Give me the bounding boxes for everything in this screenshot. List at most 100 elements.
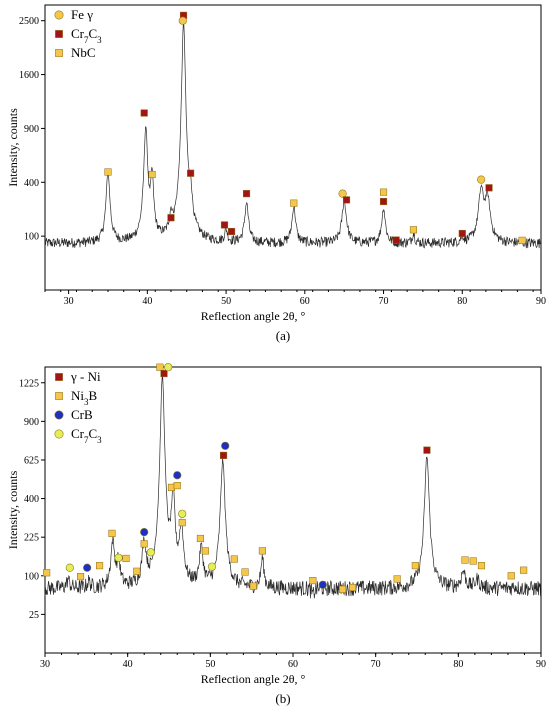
x-tick-label: 50 bbox=[221, 296, 231, 307]
phase-marker bbox=[409, 226, 418, 234]
phase-marker bbox=[485, 184, 493, 192]
x-tick-label: 70 bbox=[371, 659, 381, 670]
x-tick-label: 70 bbox=[379, 296, 389, 307]
y-axis-label: Intensity, counts bbox=[6, 470, 20, 549]
phase-marker bbox=[146, 548, 155, 557]
phase-marker bbox=[477, 175, 486, 184]
phase-marker bbox=[187, 169, 195, 177]
x-tick-label: 90 bbox=[536, 296, 546, 307]
phase-marker bbox=[207, 562, 217, 571]
phase-marker bbox=[76, 573, 85, 581]
phase-marker bbox=[411, 562, 419, 570]
diffraction-pattern-line bbox=[44, 22, 541, 249]
phase-marker bbox=[242, 190, 251, 198]
phase-marker bbox=[348, 583, 357, 592]
legend-marker bbox=[54, 410, 64, 420]
x-tick-label: 80 bbox=[457, 296, 467, 307]
phase-marker bbox=[164, 363, 173, 372]
x-tick-label: 30 bbox=[64, 296, 74, 307]
chart-panel-b: 30 40 50 60 70 80 90 25 100 225 400 625 900 1225 Refle… bbox=[6, 363, 546, 706]
phase-marker bbox=[173, 482, 181, 490]
x-tick-label: 30 bbox=[40, 659, 50, 670]
phase-marker bbox=[230, 555, 238, 563]
phase-marker bbox=[393, 575, 401, 583]
y-tick-label: 100 bbox=[24, 571, 39, 582]
phase-marker bbox=[220, 451, 228, 459]
y-tick-label: 1600 bbox=[19, 70, 39, 81]
phase-marker bbox=[83, 563, 92, 572]
phase-marker bbox=[338, 189, 347, 198]
phase-marker bbox=[201, 547, 209, 555]
x-axis-label: Reflection angle 2θ, ° bbox=[201, 672, 306, 686]
phase-marker bbox=[156, 363, 164, 371]
legend-marker bbox=[55, 392, 63, 400]
x-tick-label: 60 bbox=[288, 659, 298, 670]
legend-marker bbox=[55, 49, 63, 57]
y-tick-label: 400 bbox=[24, 178, 39, 189]
phase-marker bbox=[140, 540, 148, 548]
phase-marker bbox=[196, 534, 204, 543]
x-tick-label: 40 bbox=[123, 659, 133, 670]
x-tick-label: 40 bbox=[142, 296, 152, 307]
phase-marker bbox=[518, 236, 526, 244]
plot-frame bbox=[44, 4, 542, 291]
legend-label: Fe γ bbox=[71, 7, 93, 22]
phase-marker bbox=[133, 567, 141, 575]
legend-label: Ni3B bbox=[71, 388, 98, 407]
phase-marker bbox=[65, 563, 74, 572]
y-tick-label: 900 bbox=[24, 417, 39, 428]
chart-panel-a: 30 40 50 60 70 80 90 100 400 900 1600 2500 Reflectio… bbox=[6, 4, 546, 343]
phase-marker bbox=[458, 229, 466, 238]
phase-marker bbox=[241, 568, 249, 576]
x-tick-label: 60 bbox=[300, 296, 310, 307]
phase-marker bbox=[249, 582, 257, 590]
phase-marker bbox=[114, 553, 123, 562]
legend-marker bbox=[55, 373, 63, 381]
panel-caption: (a) bbox=[276, 328, 290, 343]
x-tick-label: 90 bbox=[536, 659, 546, 670]
phase-marker bbox=[96, 562, 104, 570]
phase-marker bbox=[258, 547, 266, 555]
phase-marker bbox=[290, 199, 298, 207]
phase-marker bbox=[423, 446, 431, 454]
phase-marker bbox=[477, 562, 486, 570]
y-tick-label: 900 bbox=[24, 124, 39, 135]
y-axis-label: Intensity, counts bbox=[6, 108, 20, 187]
y-tick-label: 625 bbox=[24, 455, 39, 466]
phase-marker bbox=[318, 580, 327, 589]
legend-marker bbox=[54, 429, 64, 439]
phase-marker bbox=[221, 441, 230, 450]
phase-marker bbox=[220, 221, 229, 229]
phase-marker bbox=[160, 369, 168, 378]
phase-marker bbox=[309, 577, 317, 585]
phase-marker bbox=[43, 569, 51, 577]
x-axis-label: Reflection angle 2θ, ° bbox=[201, 309, 306, 323]
phase-marker bbox=[140, 109, 148, 117]
y-tick-label: 400 bbox=[24, 494, 39, 505]
y-tick-label: 225 bbox=[24, 533, 39, 544]
x-tick-label: 80 bbox=[453, 659, 463, 670]
phase-marker bbox=[342, 196, 351, 204]
legend-label: Cr7C3 bbox=[71, 26, 102, 45]
plot-frame bbox=[44, 366, 542, 654]
phase-marker bbox=[178, 509, 187, 518]
phase-marker bbox=[520, 566, 528, 574]
y-tick-label: 100 bbox=[24, 232, 39, 243]
phase-marker bbox=[379, 197, 388, 206]
phase-marker bbox=[507, 572, 515, 580]
phase-marker bbox=[392, 236, 400, 244]
phase-marker bbox=[148, 170, 156, 179]
y-tick-label: 1225 bbox=[19, 378, 39, 389]
phase-marker bbox=[469, 557, 477, 565]
legend-marker bbox=[55, 30, 63, 38]
phase-marker bbox=[104, 168, 112, 176]
y-tick-label: 2500 bbox=[19, 16, 39, 27]
phase-marker bbox=[228, 227, 236, 236]
panel-caption: (b) bbox=[275, 691, 290, 706]
phase-marker bbox=[167, 214, 175, 222]
legend-label: Cr7C3 bbox=[71, 426, 102, 445]
phase-marker bbox=[122, 554, 130, 562]
phase-marker bbox=[108, 529, 116, 537]
legend-label: NbC bbox=[71, 45, 96, 60]
legend-label: γ - Ni bbox=[70, 369, 101, 384]
